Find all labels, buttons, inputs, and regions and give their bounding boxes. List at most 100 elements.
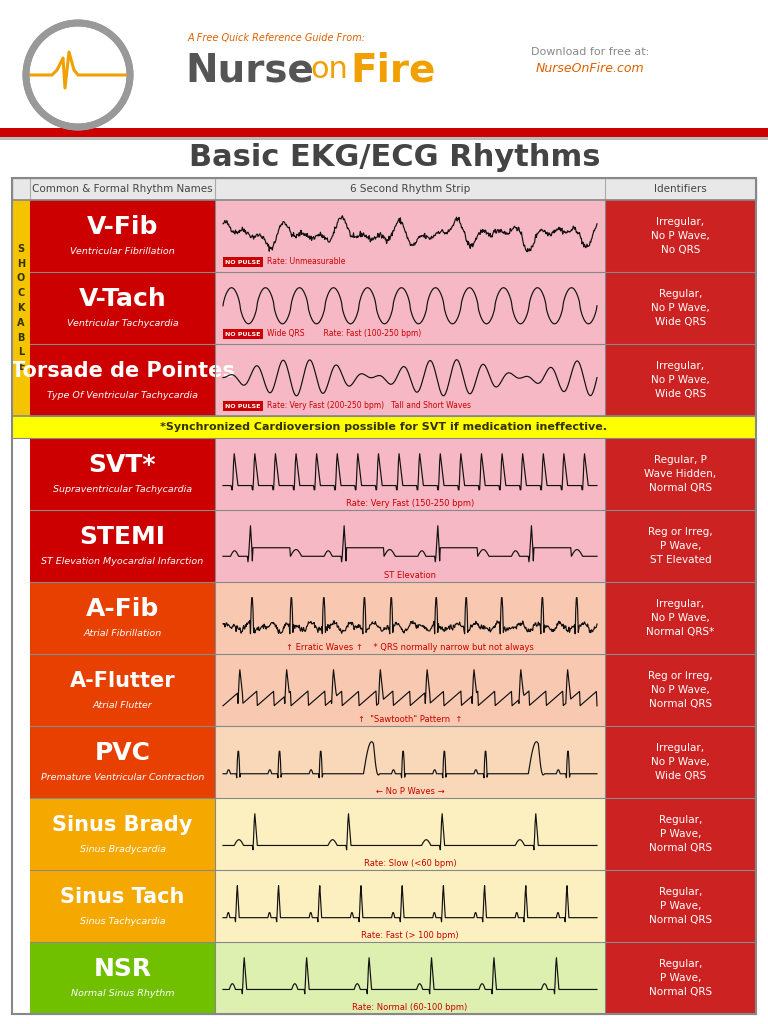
Text: SVT*: SVT* xyxy=(89,454,156,477)
Bar xyxy=(605,510,756,582)
Text: V-Fib: V-Fib xyxy=(87,215,158,240)
Text: Sinus Tachycardia: Sinus Tachycardia xyxy=(80,918,165,927)
Text: on: on xyxy=(310,55,348,85)
Text: Type Of Ventricular Tachycardia: Type Of Ventricular Tachycardia xyxy=(47,391,198,400)
Bar xyxy=(605,654,756,726)
Text: NurseOnFire.com: NurseOnFire.com xyxy=(536,61,644,75)
Text: V-Tach: V-Tach xyxy=(78,288,167,311)
Text: Wide QRS        Rate: Fast (100-250 bpm): Wide QRS Rate: Fast (100-250 bpm) xyxy=(267,330,422,339)
Bar xyxy=(215,942,605,1014)
Text: Regular,
P Wave,
Normal QRS: Regular, P Wave, Normal QRS xyxy=(649,959,712,997)
Text: Identifiers: Identifiers xyxy=(654,184,707,194)
Text: Irregular,
No P Wave,
Normal QRS*: Irregular, No P Wave, Normal QRS* xyxy=(647,599,715,637)
Bar xyxy=(30,510,215,582)
Bar xyxy=(223,257,263,267)
Bar xyxy=(0,0,768,175)
Bar xyxy=(30,654,215,726)
Text: Ventricular Tachycardia: Ventricular Tachycardia xyxy=(67,319,178,329)
Text: S
H
O
C
K
A
B
L
E: S H O C K A B L E xyxy=(17,244,25,372)
Bar xyxy=(12,178,756,200)
Bar xyxy=(605,726,756,798)
Text: Irregular,
No P Wave,
No QRS: Irregular, No P Wave, No QRS xyxy=(651,217,710,255)
Text: 6 Second Rhythm Strip: 6 Second Rhythm Strip xyxy=(350,184,470,194)
Bar xyxy=(0,128,768,137)
Bar xyxy=(30,798,215,870)
Text: Rate: Unmeasurable: Rate: Unmeasurable xyxy=(267,257,346,266)
Bar xyxy=(223,401,263,411)
Bar xyxy=(30,726,215,798)
Bar xyxy=(30,200,215,272)
Text: Fire: Fire xyxy=(350,51,435,89)
Bar xyxy=(605,870,756,942)
Text: ← No P Waves →: ← No P Waves → xyxy=(376,786,445,796)
Text: Irregular,
No P Wave,
Wide QRS: Irregular, No P Wave, Wide QRS xyxy=(651,361,710,399)
Text: Rate: Normal (60-100 bpm): Rate: Normal (60-100 bpm) xyxy=(353,1002,468,1012)
Text: Regular,
No P Wave,
Wide QRS: Regular, No P Wave, Wide QRS xyxy=(651,289,710,327)
Bar xyxy=(605,582,756,654)
Bar xyxy=(30,942,215,1014)
Circle shape xyxy=(26,23,130,127)
Text: Regular,
P Wave,
Normal QRS: Regular, P Wave, Normal QRS xyxy=(649,815,712,853)
Text: A-Fib: A-Fib xyxy=(86,597,159,622)
Text: NO PULSE: NO PULSE xyxy=(225,332,260,337)
Bar xyxy=(215,344,605,416)
Bar xyxy=(605,798,756,870)
Text: Ventricular Fibrillation: Ventricular Fibrillation xyxy=(70,248,175,256)
Text: NSR: NSR xyxy=(94,957,151,981)
Bar xyxy=(30,582,215,654)
Bar xyxy=(12,200,756,416)
Text: Reg or Irreg,
P Wave,
ST Elevated: Reg or Irreg, P Wave, ST Elevated xyxy=(648,527,713,565)
Bar xyxy=(0,137,768,140)
Text: Reg or Irreg,
No P Wave,
Normal QRS: Reg or Irreg, No P Wave, Normal QRS xyxy=(648,671,713,709)
Bar xyxy=(215,654,605,726)
Bar xyxy=(605,942,756,1014)
Text: Basic EKG/ECG Rhythms: Basic EKG/ECG Rhythms xyxy=(189,143,601,172)
Text: NO PULSE: NO PULSE xyxy=(225,403,260,409)
Bar xyxy=(30,344,215,416)
Text: ↑ Erratic Waves ↑    * QRS normally narrow but not always: ↑ Erratic Waves ↑ * QRS normally narrow … xyxy=(286,642,534,651)
Bar xyxy=(223,329,263,339)
Bar xyxy=(12,416,756,438)
Text: Rate: Very Fast (200-250 bpm)   Tall and Short Waves: Rate: Very Fast (200-250 bpm) Tall and S… xyxy=(267,401,471,411)
Bar xyxy=(215,798,605,870)
Bar xyxy=(605,200,756,272)
Text: Sinus Bradycardia: Sinus Bradycardia xyxy=(80,846,165,854)
Text: A Free Quick Reference Guide From:: A Free Quick Reference Guide From: xyxy=(188,33,366,43)
Bar xyxy=(215,582,605,654)
Bar xyxy=(12,178,756,1014)
Bar xyxy=(30,438,215,510)
Text: Sinus Brady: Sinus Brady xyxy=(52,815,193,836)
Text: PVC: PVC xyxy=(94,741,151,765)
Text: Nurse: Nurse xyxy=(185,51,314,89)
Text: Regular,
P Wave,
Normal QRS: Regular, P Wave, Normal QRS xyxy=(649,887,712,925)
Bar xyxy=(215,200,605,272)
Bar xyxy=(30,870,215,942)
Text: Sinus Tach: Sinus Tach xyxy=(61,888,184,907)
Text: Regular, P
Wave Hidden,
Normal QRS: Regular, P Wave Hidden, Normal QRS xyxy=(644,455,717,493)
Text: ↑  "Sawtooth" Pattern  ↑: ↑ "Sawtooth" Pattern ↑ xyxy=(358,715,462,724)
Bar xyxy=(12,200,30,416)
Text: Download for free at:: Download for free at: xyxy=(531,47,649,57)
Text: Rate: Fast (> 100 bpm): Rate: Fast (> 100 bpm) xyxy=(361,931,458,939)
Text: Irregular,
No P Wave,
Wide QRS: Irregular, No P Wave, Wide QRS xyxy=(651,743,710,781)
Text: Supraventricular Tachycardia: Supraventricular Tachycardia xyxy=(53,485,192,495)
Bar xyxy=(605,272,756,344)
Text: Premature Ventricular Contraction: Premature Ventricular Contraction xyxy=(41,773,204,782)
Bar xyxy=(215,438,605,510)
Bar xyxy=(215,726,605,798)
Bar xyxy=(605,438,756,510)
Text: Torsade de Pointes: Torsade de Pointes xyxy=(11,361,234,381)
Bar xyxy=(215,870,605,942)
Text: *Synchronized Cardioversion possible for SVT if medication ineffective.: *Synchronized Cardioversion possible for… xyxy=(161,422,607,432)
Bar xyxy=(605,344,756,416)
Text: NO PULSE: NO PULSE xyxy=(225,259,260,264)
Text: Atrial Flutter: Atrial Flutter xyxy=(93,701,152,711)
Bar xyxy=(215,510,605,582)
Text: ST Elevation: ST Elevation xyxy=(384,570,436,580)
Text: STEMI: STEMI xyxy=(80,525,165,549)
Text: Rate: Slow (<60 bpm): Rate: Slow (<60 bpm) xyxy=(364,858,456,867)
Text: Atrial Fibrillation: Atrial Fibrillation xyxy=(84,630,161,638)
Bar xyxy=(30,272,215,344)
Text: Normal Sinus Rhythm: Normal Sinus Rhythm xyxy=(71,989,174,998)
Bar xyxy=(215,272,605,344)
